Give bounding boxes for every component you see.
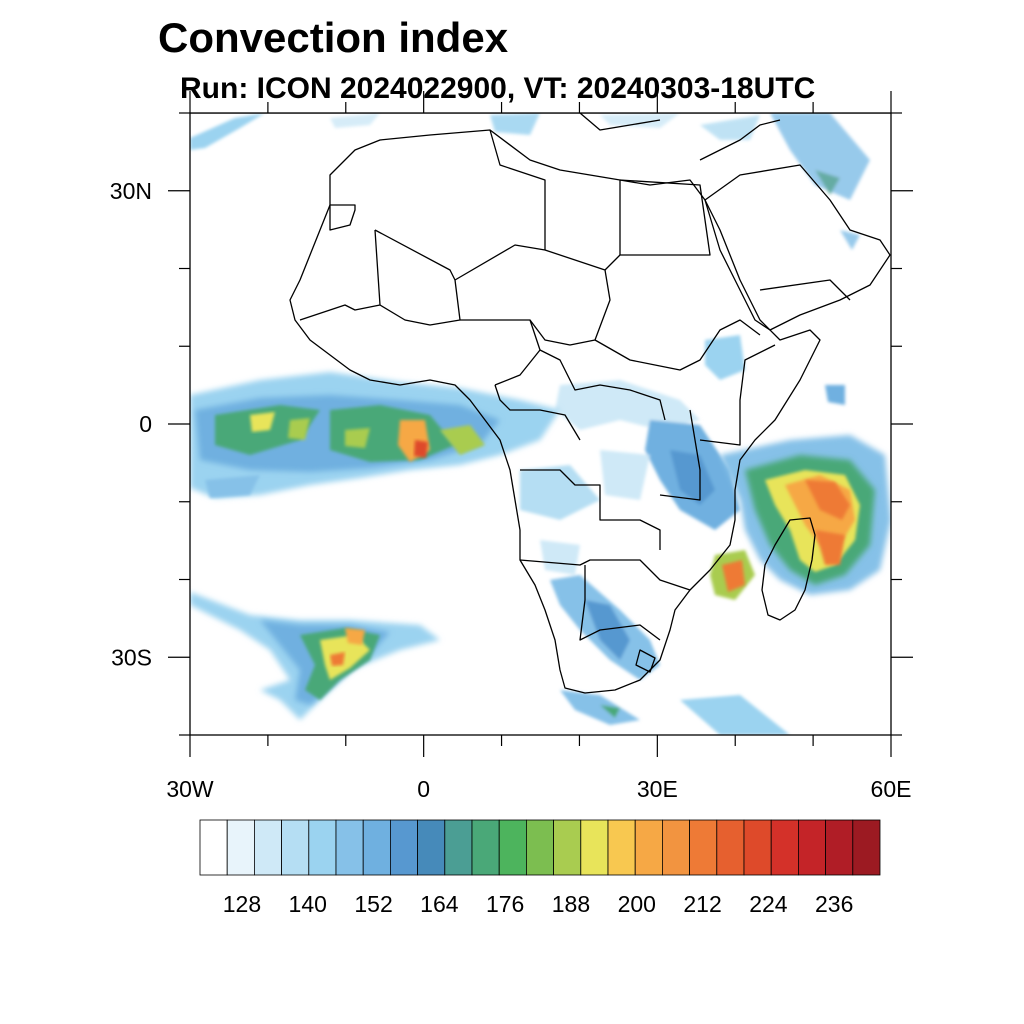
- colorbar-labels: 128 140 152 164 176 188 200 212 224 236: [223, 891, 854, 917]
- lat-tick-label: 30S: [111, 644, 152, 670]
- colorbar-label: 212: [683, 891, 721, 917]
- convection-north-atlantic: [190, 113, 265, 150]
- colorbar-label: 224: [749, 891, 788, 917]
- colorbar-label: 200: [618, 891, 656, 917]
- colorbar-swatch: [770, 819, 799, 876]
- colorbar-label: 176: [486, 891, 524, 917]
- lon-tick-label: 30W: [166, 776, 214, 802]
- colorbar-swatch: [553, 819, 582, 876]
- axis-ticks: [168, 91, 913, 757]
- colorbar-swatch: [226, 819, 255, 876]
- colorbar-swatch: [417, 819, 446, 876]
- colorbar-label: 152: [354, 891, 392, 917]
- colorbar-swatch: [526, 819, 555, 876]
- colorbar-swatch: [852, 819, 881, 876]
- axis-tick-labels: 30W 0 30E 60E 30N 0 30S: [110, 178, 912, 802]
- colorbar-label: 128: [223, 891, 261, 917]
- lat-tick-label: 0: [139, 411, 152, 437]
- lon-tick-label: 30E: [637, 776, 678, 802]
- chart-title: Convection index: [158, 14, 509, 61]
- colorbar-swatch: [743, 819, 772, 876]
- convection-field: [190, 113, 891, 735]
- colorbar: [199, 819, 881, 876]
- convection-indian-ocean-cyclone: [710, 435, 891, 600]
- colorbar-swatch: [662, 819, 691, 876]
- colorbar-swatch: [716, 819, 745, 876]
- colorbar-label: 164: [420, 891, 459, 917]
- lon-tick-label: 60E: [871, 776, 912, 802]
- colorbar-swatch: [498, 819, 527, 876]
- colorbar-label: 188: [552, 891, 590, 917]
- colorbar-swatch: [335, 819, 364, 876]
- colorbar-swatch: [308, 819, 337, 876]
- convection-southern-africa: [540, 540, 790, 735]
- colorbar-swatch: [362, 819, 391, 876]
- colorbar-swatch: [253, 819, 282, 876]
- coastlines: [190, 113, 891, 694]
- colorbar-swatch: [798, 819, 827, 876]
- convection-equatorial-band: [190, 372, 560, 498]
- colorbar-swatch: [281, 819, 310, 876]
- convection-south-atlantic: [190, 592, 440, 720]
- colorbar-swatch: [580, 819, 609, 876]
- colorbar-swatch: [607, 819, 636, 876]
- convection-north-east: [330, 113, 870, 250]
- colorbar-swatch: [199, 819, 228, 876]
- lon-tick-label: 0: [417, 776, 430, 802]
- colorbar-swatch: [689, 819, 718, 876]
- colorbar-swatch: [825, 819, 854, 876]
- colorbar-swatch: [634, 819, 663, 876]
- colorbar-label: 140: [289, 891, 327, 917]
- chart-subtitle: Run: ICON 2024022900, VT: 20240303-18UTC: [180, 72, 816, 105]
- colorbar-swatch: [389, 819, 418, 876]
- colorbar-swatch: [444, 819, 473, 876]
- convection-east-africa: [520, 335, 845, 530]
- lat-tick-label: 30N: [110, 178, 152, 204]
- colorbar-label: 236: [815, 891, 853, 917]
- colorbar-swatch: [471, 819, 500, 876]
